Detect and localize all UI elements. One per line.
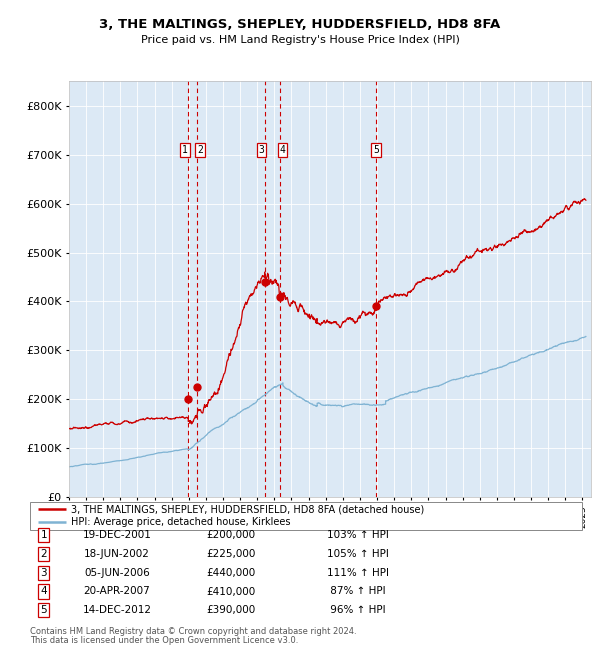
- Text: 3: 3: [40, 567, 47, 578]
- Text: 3, THE MALTINGS, SHEPLEY, HUDDERSFIELD, HD8 8FA (detached house): 3, THE MALTINGS, SHEPLEY, HUDDERSFIELD, …: [71, 504, 425, 514]
- Text: 05-JUN-2006: 05-JUN-2006: [84, 567, 150, 578]
- Text: 14-DEC-2012: 14-DEC-2012: [83, 605, 151, 616]
- Text: 5: 5: [40, 605, 47, 616]
- Text: 111% ↑ HPI: 111% ↑ HPI: [327, 567, 389, 578]
- Text: 18-JUN-2002: 18-JUN-2002: [84, 549, 150, 559]
- Text: 2: 2: [197, 145, 203, 155]
- Text: £410,000: £410,000: [206, 586, 256, 597]
- Text: 20-APR-2007: 20-APR-2007: [83, 586, 151, 597]
- Text: Contains HM Land Registry data © Crown copyright and database right 2024.: Contains HM Land Registry data © Crown c…: [30, 627, 356, 636]
- Text: 87% ↑ HPI: 87% ↑ HPI: [327, 586, 386, 597]
- Text: 96% ↑ HPI: 96% ↑ HPI: [327, 605, 386, 616]
- Text: 4: 4: [280, 145, 286, 155]
- Text: HPI: Average price, detached house, Kirklees: HPI: Average price, detached house, Kirk…: [71, 517, 291, 527]
- Text: This data is licensed under the Open Government Licence v3.0.: This data is licensed under the Open Gov…: [30, 636, 298, 645]
- Text: 3: 3: [259, 145, 265, 155]
- Text: £390,000: £390,000: [206, 605, 256, 616]
- Text: 105% ↑ HPI: 105% ↑ HPI: [327, 549, 389, 559]
- Text: £200,000: £200,000: [206, 530, 256, 540]
- Text: 4: 4: [40, 586, 47, 597]
- Text: Price paid vs. HM Land Registry's House Price Index (HPI): Price paid vs. HM Land Registry's House …: [140, 35, 460, 46]
- Text: 5: 5: [373, 145, 379, 155]
- Text: £225,000: £225,000: [206, 549, 256, 559]
- Text: 19-DEC-2001: 19-DEC-2001: [83, 530, 151, 540]
- Text: 103% ↑ HPI: 103% ↑ HPI: [327, 530, 389, 540]
- FancyBboxPatch shape: [30, 502, 582, 530]
- Text: 3, THE MALTINGS, SHEPLEY, HUDDERSFIELD, HD8 8FA: 3, THE MALTINGS, SHEPLEY, HUDDERSFIELD, …: [100, 18, 500, 31]
- Text: 1: 1: [40, 530, 47, 540]
- Text: 1: 1: [182, 145, 188, 155]
- Text: £440,000: £440,000: [206, 567, 256, 578]
- Text: 2: 2: [40, 549, 47, 559]
